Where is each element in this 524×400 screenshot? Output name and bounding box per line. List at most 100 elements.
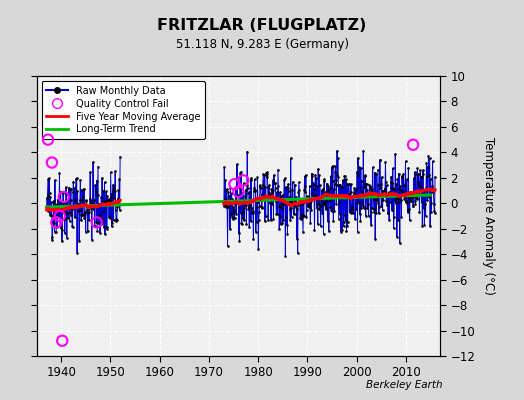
Point: [388, 180, 397, 186]
Point: [96, 221, 105, 228]
Point: [349, 210, 357, 217]
Point: [233, 161, 241, 167]
Point: [391, 197, 399, 203]
Point: [293, 250, 302, 256]
Point: [366, 208, 375, 215]
Point: [426, 223, 434, 230]
Point: [304, 201, 313, 207]
Point: [76, 196, 84, 203]
Point: [102, 198, 110, 204]
Point: [382, 198, 390, 204]
Point: [238, 214, 247, 221]
Point: [390, 214, 398, 220]
Point: [240, 205, 248, 211]
Point: [358, 189, 366, 196]
Point: [399, 171, 408, 177]
Point: [242, 221, 250, 227]
Point: [273, 196, 281, 202]
Point: [430, 210, 439, 216]
Point: [395, 186, 403, 192]
Text: 51.118 N, 9.283 E (Germany): 51.118 N, 9.283 E (Germany): [176, 38, 348, 51]
Point: [429, 186, 437, 192]
Point: [390, 186, 399, 192]
Point: [290, 202, 299, 208]
Point: [92, 188, 100, 195]
Point: [335, 181, 344, 188]
Point: [276, 202, 285, 209]
Point: [346, 208, 354, 214]
Point: [221, 204, 230, 210]
Point: [378, 207, 387, 213]
Point: [381, 178, 390, 185]
Point: [100, 224, 108, 230]
Point: [73, 249, 81, 256]
Point: [53, 196, 62, 203]
Point: [302, 207, 311, 213]
Point: [364, 213, 373, 219]
Point: [340, 223, 348, 229]
Point: [87, 198, 95, 204]
Point: [359, 148, 367, 154]
Point: [421, 191, 429, 197]
Point: [344, 218, 352, 225]
Point: [300, 187, 309, 194]
Point: [277, 221, 285, 228]
Text: Berkeley Earth: Berkeley Earth: [366, 380, 443, 390]
Point: [372, 210, 380, 216]
Point: [70, 204, 78, 210]
Point: [356, 184, 364, 190]
Point: [307, 207, 315, 213]
Point: [73, 188, 82, 194]
Point: [408, 194, 417, 200]
Point: [329, 178, 337, 184]
Point: [281, 184, 290, 190]
Point: [236, 184, 244, 191]
Point: [247, 218, 255, 224]
Point: [44, 136, 52, 143]
Point: [283, 184, 292, 191]
Point: [389, 225, 398, 231]
Point: [369, 189, 377, 195]
Point: [277, 193, 286, 199]
Point: [103, 226, 111, 232]
Point: [316, 223, 325, 229]
Point: [286, 216, 294, 223]
Point: [276, 213, 284, 219]
Point: [401, 158, 410, 164]
Point: [43, 206, 51, 212]
Point: [112, 218, 121, 224]
Point: [67, 197, 75, 203]
Point: [57, 188, 65, 195]
Point: [86, 200, 95, 206]
Point: [48, 237, 56, 244]
Point: [89, 201, 97, 208]
Point: [425, 172, 433, 178]
Point: [311, 172, 320, 178]
Point: [243, 148, 252, 155]
Point: [92, 218, 101, 225]
Point: [425, 155, 434, 162]
Point: [282, 214, 290, 220]
Point: [80, 215, 89, 222]
Point: [376, 185, 385, 191]
Point: [404, 209, 412, 216]
Point: [354, 155, 362, 161]
Point: [227, 209, 235, 216]
Point: [101, 231, 109, 237]
Point: [372, 171, 380, 178]
Point: [385, 189, 394, 196]
Point: [264, 216, 272, 223]
Point: [102, 188, 111, 195]
Point: [350, 184, 358, 191]
Point: [265, 182, 273, 189]
Point: [107, 223, 116, 230]
Point: [279, 201, 288, 208]
Point: [418, 173, 426, 180]
Point: [365, 193, 373, 200]
Point: [312, 175, 320, 181]
Point: [412, 192, 420, 199]
Point: [243, 182, 251, 188]
Point: [49, 213, 57, 220]
Point: [359, 205, 368, 211]
Point: [79, 194, 88, 200]
